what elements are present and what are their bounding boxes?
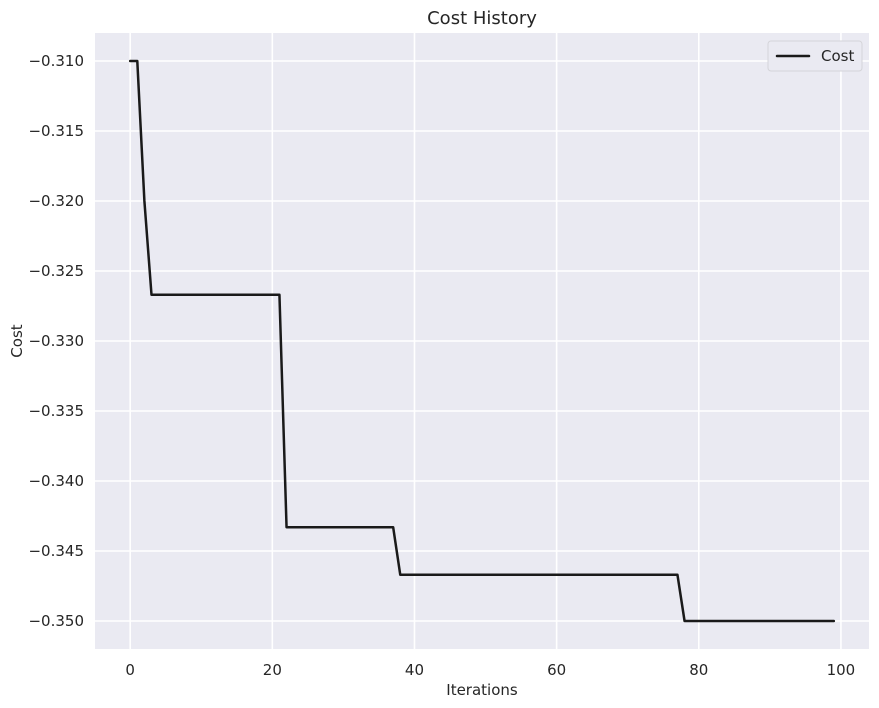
grid-lines xyxy=(95,33,869,649)
y-tick-label: −0.315 xyxy=(28,122,84,140)
y-tick-label: −0.325 xyxy=(28,262,84,280)
x-tick-label: 0 xyxy=(125,661,135,679)
legend-label-cost: Cost xyxy=(821,47,854,65)
y-tick-label: −0.335 xyxy=(28,402,84,420)
x-axis-label: Iterations xyxy=(446,681,518,699)
legend-box xyxy=(767,40,863,72)
x-tick-label: 40 xyxy=(405,661,424,679)
tick-labels: 0 20 40 60 80 100 −0.310 −0.315 −0.320 −0.325 −0.3… xyxy=(28,52,855,679)
chart-title: Cost History xyxy=(427,8,537,29)
y-tick-label: −0.350 xyxy=(28,612,84,630)
x-tick-label: 20 xyxy=(263,661,282,679)
x-tick-label: 100 xyxy=(827,661,856,679)
x-tick-label: 60 xyxy=(547,661,566,679)
y-tick-label: −0.330 xyxy=(28,332,84,350)
series-layer xyxy=(128,59,836,623)
y-tick-label: −0.345 xyxy=(28,542,84,560)
y-tick-label: −0.340 xyxy=(28,472,84,490)
legend: Cost xyxy=(767,40,863,72)
x-tick-label: 80 xyxy=(689,661,708,679)
y-tick-label: −0.310 xyxy=(28,52,84,70)
y-tick-label: −0.320 xyxy=(28,192,84,210)
y-axis-label: Cost xyxy=(8,324,26,357)
series-line-cost xyxy=(128,59,836,623)
